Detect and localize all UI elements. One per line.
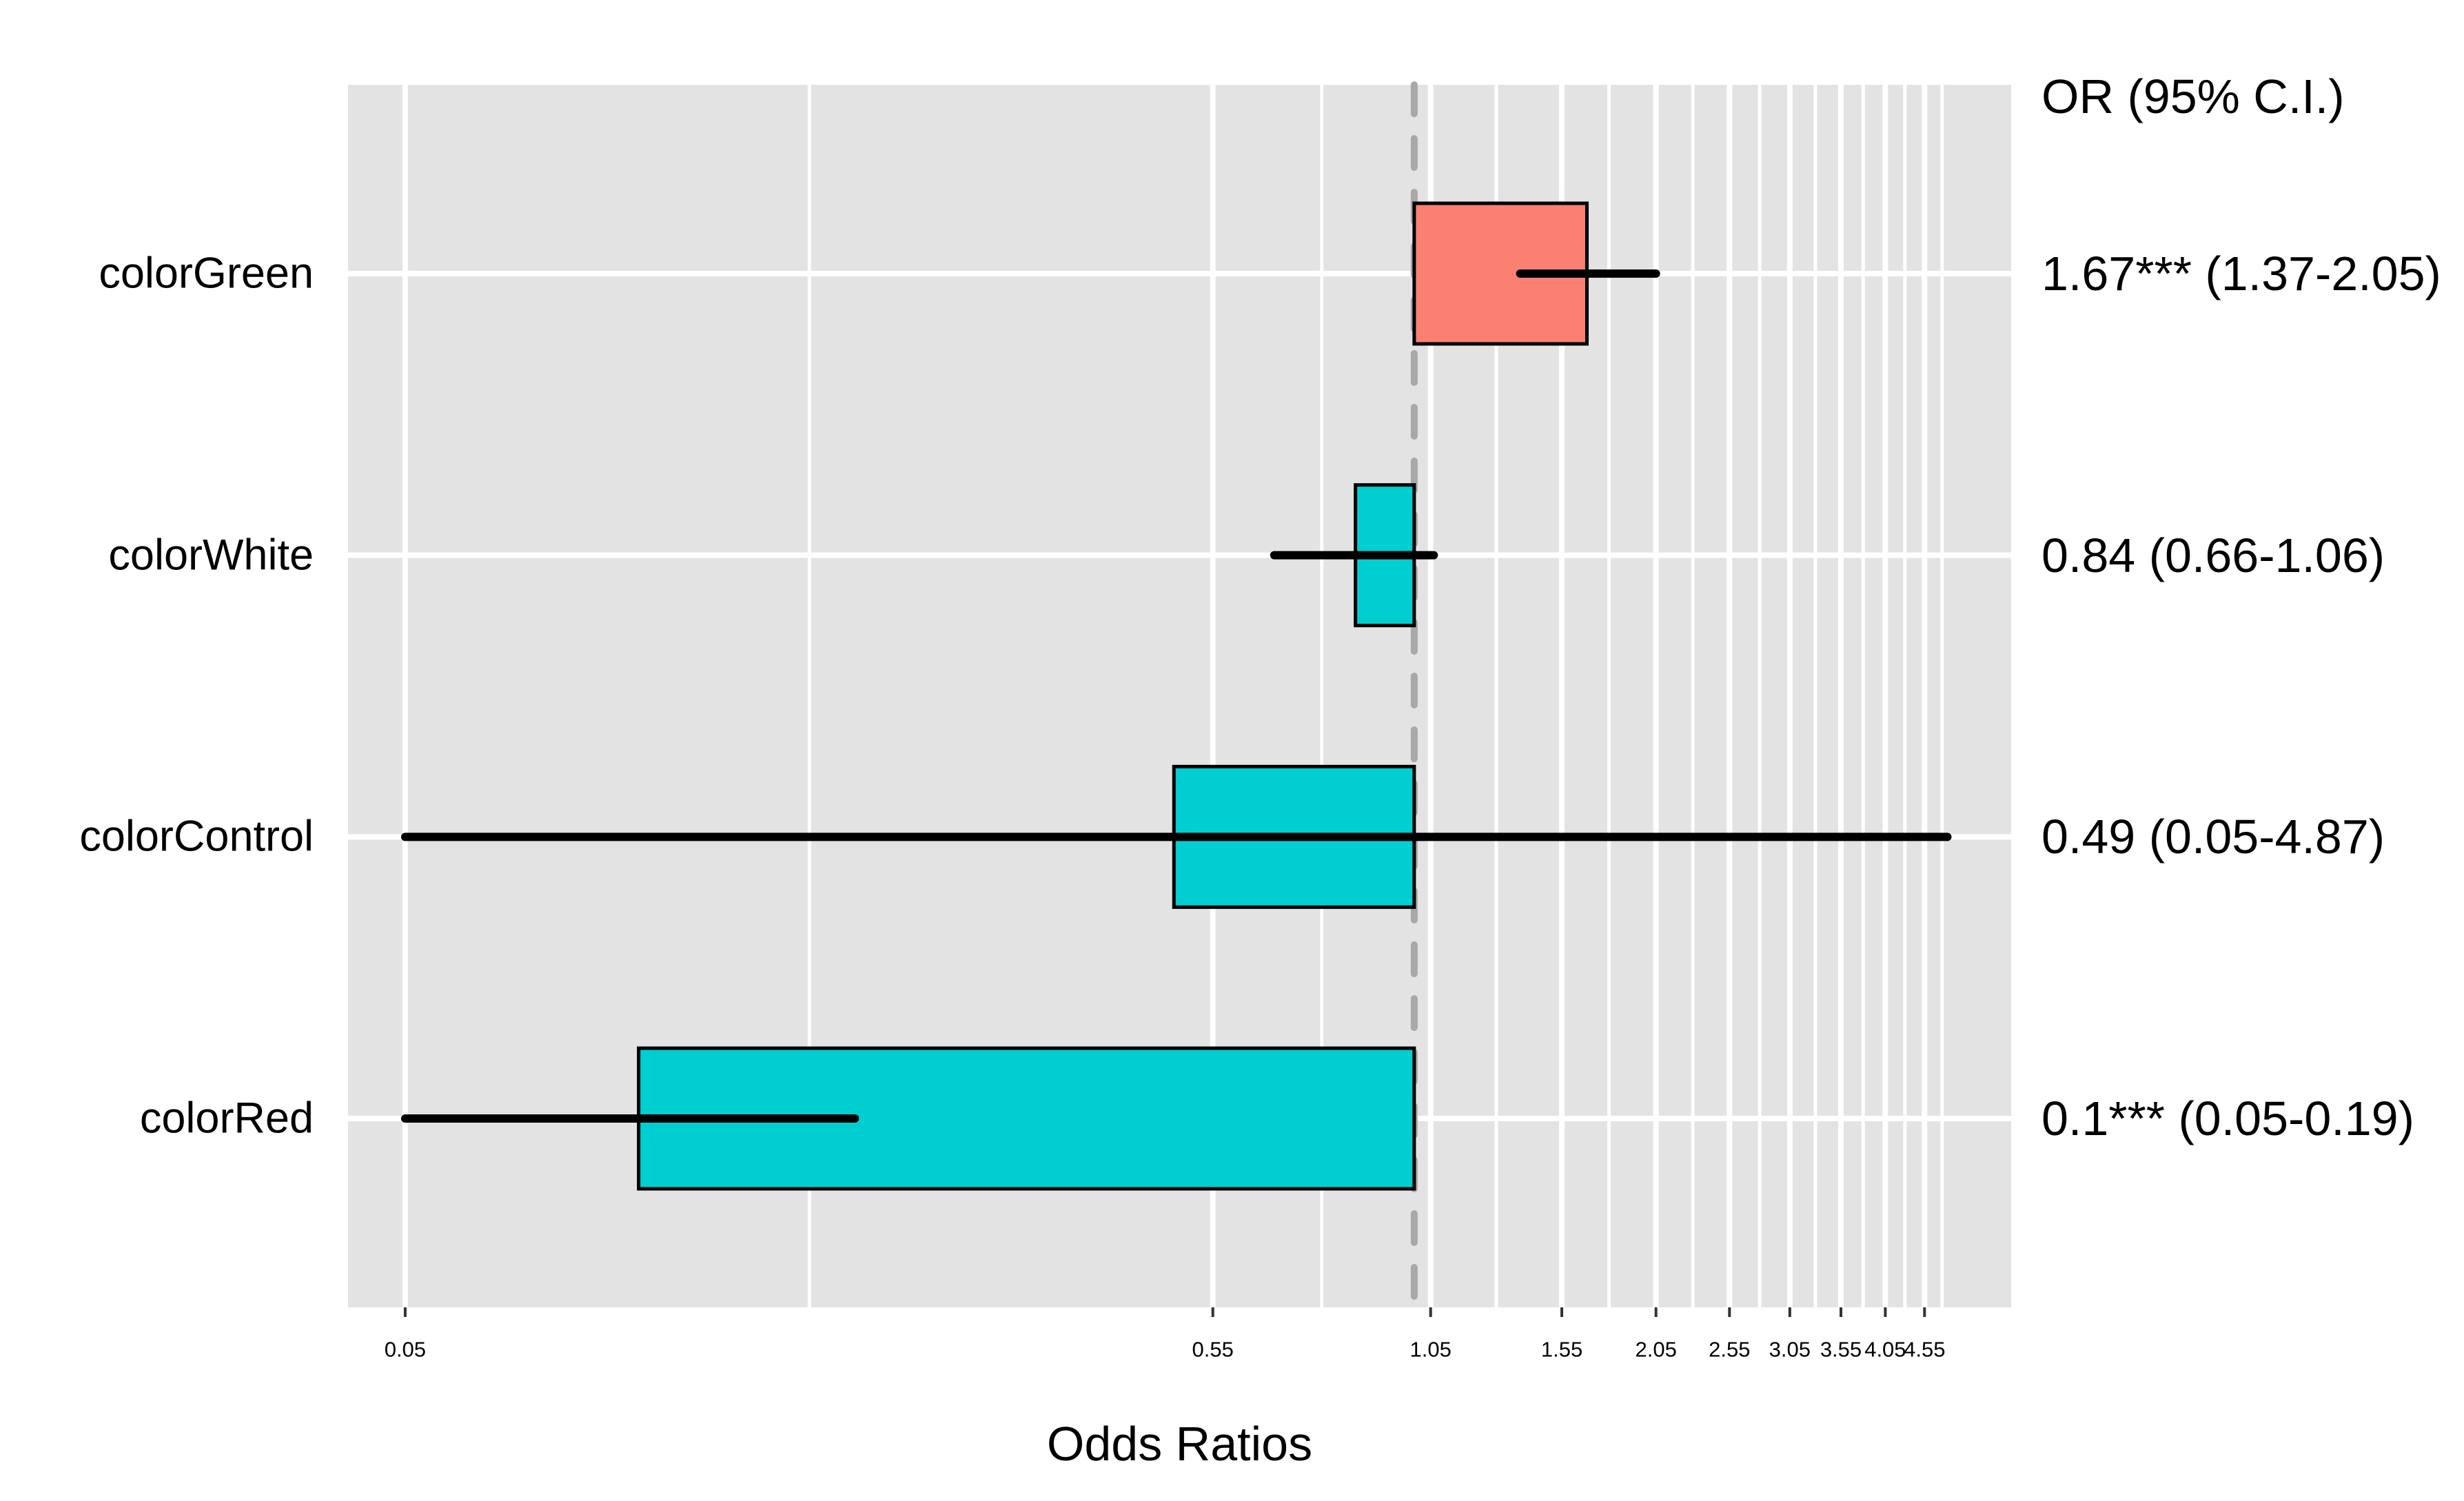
x-tick-label-4.55: 4.55 <box>1904 1337 1946 1362</box>
x-tick-label-2.55: 2.55 <box>1709 1337 1751 1362</box>
x-tick-label-4.05: 4.05 <box>1864 1337 1906 1362</box>
or-value-colorRed: 0.1*** (0.05-0.19) <box>2042 1092 2414 1145</box>
or-ci-column-header: OR (95% C.I.) <box>2042 70 2345 123</box>
x-tick-label-2.05: 2.05 <box>1635 1337 1677 1362</box>
or-value-colorControl: 0.49 (0.05-4.87) <box>2042 810 2385 864</box>
x-tick-label-0.55: 0.55 <box>1192 1337 1234 1362</box>
row-label-colorRed: colorRed <box>139 1094 314 1143</box>
x-tick-label-3.55: 3.55 <box>1820 1337 1862 1362</box>
x-tick-label-3.05: 3.05 <box>1769 1337 1811 1362</box>
x-axis-title: Odds Ratios <box>1046 1417 1313 1471</box>
or-value-colorWhite: 0.84 (0.66-1.06) <box>2042 528 2385 582</box>
x-tick-label-0.05: 0.05 <box>384 1337 427 1362</box>
row-label-colorGreen: colorGreen <box>99 249 314 298</box>
x-tick-label-1.05: 1.05 <box>1409 1337 1452 1362</box>
row-label-colorWhite: colorWhite <box>108 531 314 580</box>
or-value-colorGreen: 1.67*** (1.37-2.05) <box>2042 247 2441 300</box>
row-label-colorControl: colorControl <box>79 812 314 861</box>
x-tick-label-1.55: 1.55 <box>1540 1337 1583 1362</box>
